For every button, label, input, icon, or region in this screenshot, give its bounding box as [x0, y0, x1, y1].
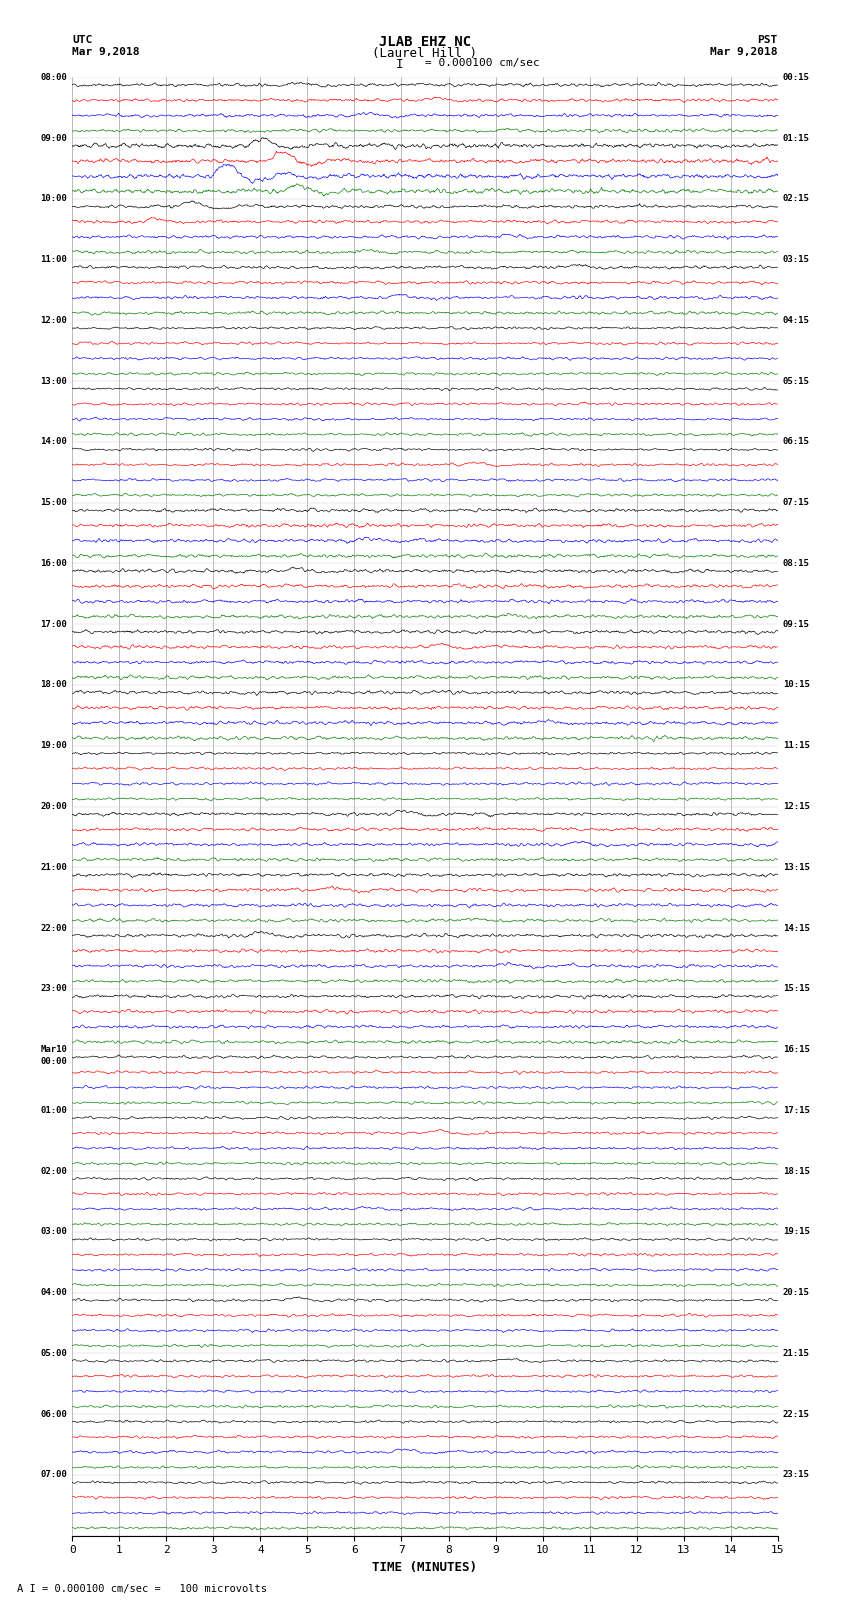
Text: 16:15: 16:15	[783, 1045, 809, 1053]
Text: 16:00: 16:00	[41, 560, 67, 568]
Text: I: I	[396, 58, 403, 71]
Text: 15:00: 15:00	[41, 498, 67, 506]
Text: 11:00: 11:00	[41, 255, 67, 265]
Text: 14:15: 14:15	[783, 924, 809, 932]
Text: 06:00: 06:00	[41, 1410, 67, 1418]
Text: 05:00: 05:00	[41, 1348, 67, 1358]
Text: 17:15: 17:15	[783, 1107, 809, 1115]
Text: 21:00: 21:00	[41, 863, 67, 871]
Text: 12:15: 12:15	[783, 802, 809, 811]
Text: 02:15: 02:15	[783, 195, 809, 203]
Text: UTC: UTC	[72, 35, 93, 45]
Text: 08:00: 08:00	[41, 73, 67, 82]
Text: A I = 0.000100 cm/sec =   100 microvolts: A I = 0.000100 cm/sec = 100 microvolts	[17, 1584, 267, 1594]
Text: 00:15: 00:15	[783, 73, 809, 82]
Text: 13:15: 13:15	[783, 863, 809, 871]
Text: 07:15: 07:15	[783, 498, 809, 506]
Text: 04:00: 04:00	[41, 1289, 67, 1297]
X-axis label: TIME (MINUTES): TIME (MINUTES)	[372, 1561, 478, 1574]
Text: 15:15: 15:15	[783, 984, 809, 994]
Text: = 0.000100 cm/sec: = 0.000100 cm/sec	[425, 58, 540, 68]
Text: 05:15: 05:15	[783, 377, 809, 386]
Text: 20:15: 20:15	[783, 1289, 809, 1297]
Text: 09:15: 09:15	[783, 619, 809, 629]
Text: 06:15: 06:15	[783, 437, 809, 447]
Text: 01:15: 01:15	[783, 134, 809, 142]
Text: Mar10: Mar10	[41, 1045, 67, 1053]
Text: 00:00: 00:00	[41, 1057, 67, 1066]
Text: JLAB EHZ NC: JLAB EHZ NC	[379, 35, 471, 50]
Text: 03:15: 03:15	[783, 255, 809, 265]
Text: 19:00: 19:00	[41, 742, 67, 750]
Text: PST: PST	[757, 35, 778, 45]
Text: 13:00: 13:00	[41, 377, 67, 386]
Text: 19:15: 19:15	[783, 1227, 809, 1236]
Text: 23:00: 23:00	[41, 984, 67, 994]
Text: 22:15: 22:15	[783, 1410, 809, 1418]
Text: 11:15: 11:15	[783, 742, 809, 750]
Text: 18:00: 18:00	[41, 681, 67, 689]
Text: 07:00: 07:00	[41, 1471, 67, 1479]
Text: Mar 9,2018: Mar 9,2018	[72, 47, 139, 56]
Text: 03:00: 03:00	[41, 1227, 67, 1236]
Text: 02:00: 02:00	[41, 1166, 67, 1176]
Text: 12:00: 12:00	[41, 316, 67, 324]
Text: 10:15: 10:15	[783, 681, 809, 689]
Text: 18:15: 18:15	[783, 1166, 809, 1176]
Text: 01:00: 01:00	[41, 1107, 67, 1115]
Text: 17:00: 17:00	[41, 619, 67, 629]
Text: 22:00: 22:00	[41, 924, 67, 932]
Text: 23:15: 23:15	[783, 1471, 809, 1479]
Text: 04:15: 04:15	[783, 316, 809, 324]
Text: 21:15: 21:15	[783, 1348, 809, 1358]
Text: 08:15: 08:15	[783, 560, 809, 568]
Text: (Laurel Hill ): (Laurel Hill )	[372, 47, 478, 60]
Text: 09:00: 09:00	[41, 134, 67, 142]
Text: 14:00: 14:00	[41, 437, 67, 447]
Text: Mar 9,2018: Mar 9,2018	[711, 47, 778, 56]
Text: 10:00: 10:00	[41, 195, 67, 203]
Text: 20:00: 20:00	[41, 802, 67, 811]
